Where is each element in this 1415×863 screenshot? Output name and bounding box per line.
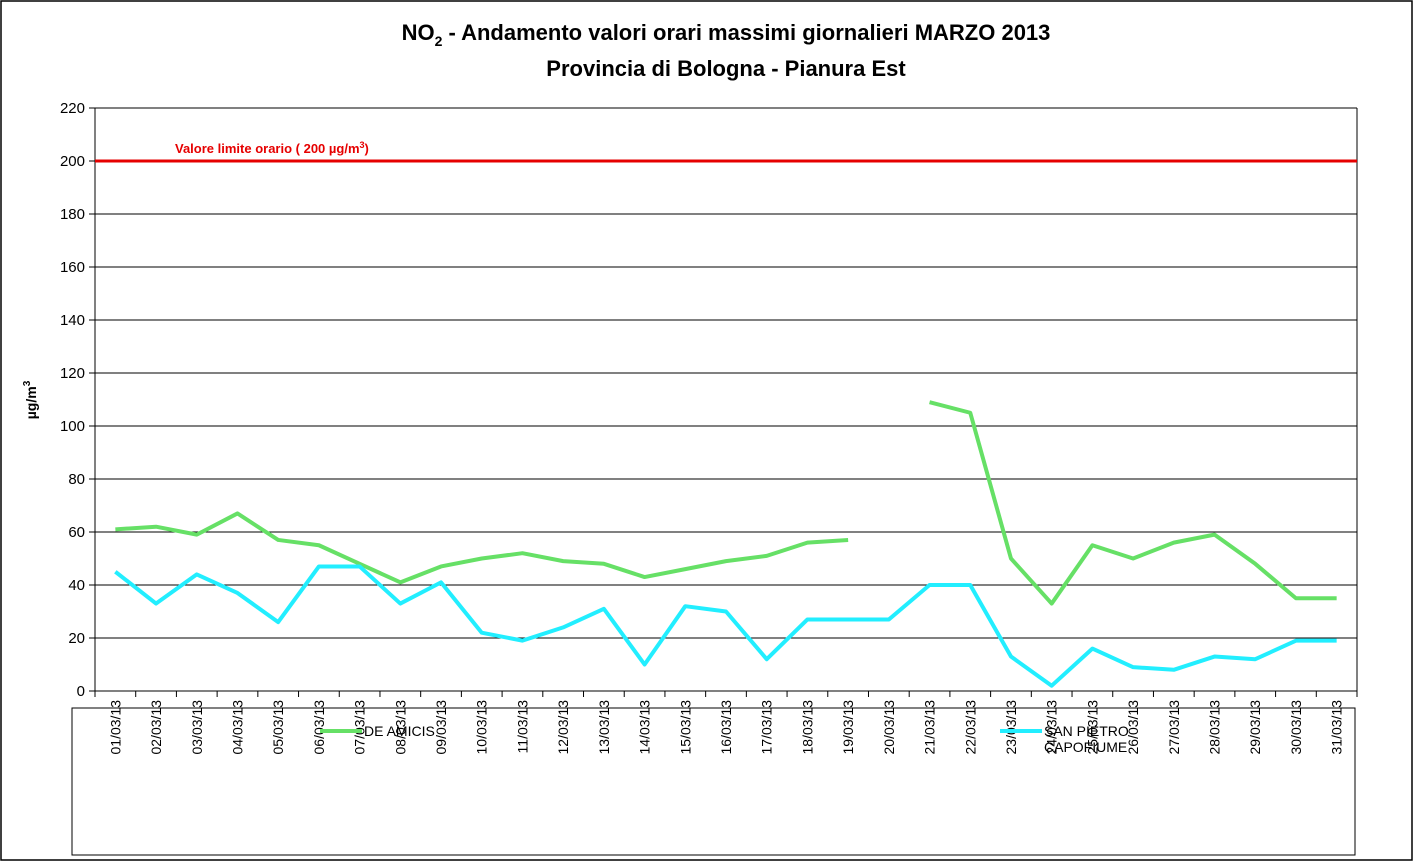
reference-label-text: Valore limite orario ( 200 µg/m — [175, 141, 360, 156]
x-tick-label: 06/03/13 — [311, 700, 327, 755]
title-text: - Andamento valori orari massimi giornal… — [442, 20, 1050, 45]
chart-subtitle: Provincia di Bologna - Pianura Est — [546, 56, 906, 81]
title-text: NO — [402, 20, 435, 45]
x-tick-label: 25/03/13 — [1084, 700, 1100, 755]
x-tick-label: 07/03/13 — [352, 700, 368, 755]
x-tick-label: 20/03/13 — [881, 700, 897, 755]
y-tick-label: 60 — [68, 524, 85, 541]
x-tick-label: 30/03/13 — [1288, 700, 1304, 755]
title-sub: 2 — [435, 33, 443, 49]
x-tick-label: 03/03/13 — [189, 700, 205, 755]
x-tick-label: 09/03/13 — [433, 700, 449, 755]
x-tick-label: 24/03/13 — [1044, 700, 1060, 755]
reference-label-end: ) — [365, 141, 369, 156]
y-tick-label: 200 — [60, 153, 85, 170]
x-tick-label: 12/03/13 — [555, 700, 571, 755]
x-tick-label: 05/03/13 — [270, 700, 286, 755]
y-tick-label: 40 — [68, 577, 85, 594]
reference-label-sup: 3 — [360, 140, 365, 150]
x-tick-label: 22/03/13 — [962, 700, 978, 755]
y-tick-label: 180 — [60, 206, 85, 223]
y-tick-label: 80 — [68, 471, 85, 488]
y-tick-label: 140 — [60, 312, 85, 329]
x-tick-label: 15/03/13 — [677, 700, 693, 755]
reference-label: Valore limite orario ( 200 µg/m3) — [175, 140, 369, 156]
x-tick-label: 18/03/13 — [799, 700, 815, 755]
y-tick-label: 0 — [77, 683, 85, 700]
x-tick-label: 28/03/13 — [1207, 700, 1223, 755]
x-tick-label: 11/03/13 — [514, 700, 530, 754]
x-tick-label: 31/03/13 — [1329, 700, 1345, 755]
x-tick-label: 29/03/13 — [1247, 700, 1263, 755]
x-tick-label: 13/03/13 — [596, 700, 612, 755]
x-tick-label: 21/03/13 — [922, 700, 938, 755]
chart-title: NO2 - Andamento valori orari massimi gio… — [402, 20, 1051, 49]
y-tick-label: 100 — [60, 418, 85, 435]
x-tick-label: 04/03/13 — [229, 700, 245, 755]
legend-label: SAN PIETRO CAPOFIUME — [1044, 723, 1129, 755]
x-tick-label: 19/03/13 — [840, 700, 856, 755]
y-tick-label: 160 — [60, 259, 85, 276]
x-tick-label: 08/03/13 — [392, 700, 408, 755]
x-tick-label: 16/03/13 — [718, 700, 734, 755]
x-tick-label: 02/03/13 — [148, 700, 164, 755]
x-tick-label: 26/03/13 — [1125, 700, 1141, 755]
legend-label: DE AMICIS — [364, 723, 435, 739]
y-axis-label: µg/m3 — [22, 380, 39, 419]
y-tick-label: 120 — [60, 365, 85, 382]
x-tick-label: 23/03/13 — [1003, 700, 1019, 755]
y-label-text: µg/m — [23, 386, 39, 419]
y-tick-label: 20 — [68, 630, 85, 647]
legend-box — [71, 707, 1356, 856]
x-tick-label: 10/03/13 — [474, 700, 490, 755]
series-line — [114, 564, 1337, 688]
x-tick-label: 27/03/13 — [1166, 700, 1182, 755]
x-tick-label: 17/03/13 — [759, 700, 775, 755]
y-label-sup: 3 — [22, 380, 33, 386]
x-tick-label: 01/03/13 — [107, 700, 123, 755]
y-tick-label: 220 — [60, 100, 85, 117]
series-line — [115, 400, 1337, 606]
x-tick-label: 14/03/13 — [637, 700, 653, 755]
